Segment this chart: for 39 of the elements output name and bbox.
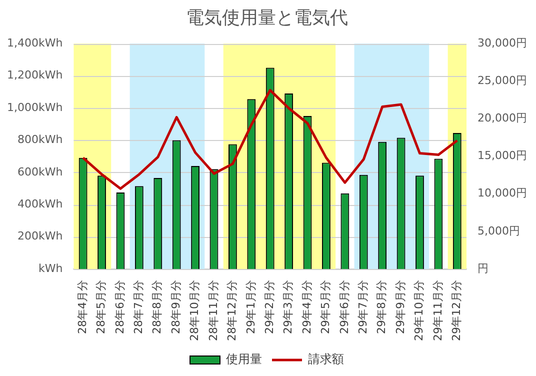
y-tick-label: 200kWh (17, 230, 63, 243)
y2-tick-label: 15,000円 (478, 149, 528, 162)
y2-tick-label: 円 (478, 262, 489, 275)
x-tick-label: 29年7月分 (356, 280, 370, 334)
y2-tick-label: 30,000円 (478, 36, 528, 50)
y2-tick-label: 20,000円 (478, 112, 528, 125)
x-tick-label: 29年1月分 (244, 280, 258, 334)
x-tick-label: 28年9月分 (169, 280, 182, 334)
x-tick-label: 28年4月分 (76, 280, 89, 334)
legend-label: 使用量 (226, 352, 262, 366)
y2-tick-label: 5,000円 (478, 224, 520, 238)
y-tick-label: kWh (38, 262, 63, 275)
legend-label: 請求額 (308, 352, 344, 366)
x-tick-label: 29年9月分 (394, 280, 407, 334)
y-tick-label: 1,000kWh (6, 100, 63, 114)
x-tick-label: 29年4月分 (300, 280, 314, 334)
y-tick-label: 800kWh (17, 133, 63, 146)
x-tick-label: 29年11月分 (431, 280, 444, 342)
x-tick-label: 28年6月分 (113, 280, 126, 334)
x-tick-label: 28年10月分 (188, 280, 202, 342)
y-tick-label: 1,400kWh (6, 36, 63, 50)
y-tick-label: 400kWh (17, 197, 63, 210)
y2-tick-label: 25,000円 (478, 74, 528, 88)
x-tick-label: 29年12月分 (450, 280, 464, 342)
x-tick-label: 28年5月分 (94, 280, 108, 334)
y2-tick-label: 10,000円 (478, 186, 528, 200)
chart-title: 電気使用量と電気代 (186, 7, 348, 28)
x-tick-label: 28年8月分 (150, 280, 164, 334)
x-tick-label: 28年12月分 (226, 280, 239, 342)
y-tick-label: 1,200kWh (6, 68, 63, 82)
x-tick-label: 28年11月分 (206, 280, 220, 342)
x-tick-label: 28年7月分 (132, 280, 146, 334)
x-tick-label: 29年8月分 (375, 280, 388, 334)
x-tick-label: 29年10月分 (412, 280, 426, 342)
y-tick-label: 600kWh (17, 165, 63, 178)
x-tick-label: 29年6月分 (338, 280, 351, 334)
x-tick-label: 29年5月分 (319, 280, 332, 334)
x-tick-label: 29年3月分 (282, 280, 295, 334)
x-tick-label: 29年2月分 (262, 280, 276, 334)
